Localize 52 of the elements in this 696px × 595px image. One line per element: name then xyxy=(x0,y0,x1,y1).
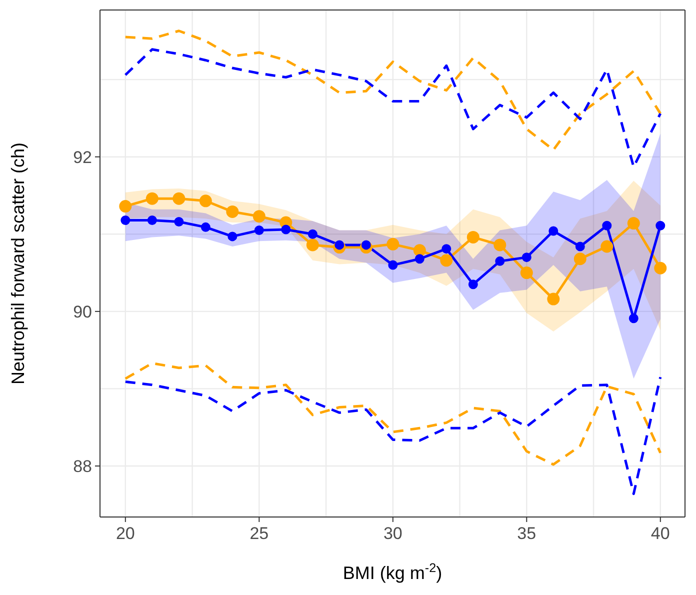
point xyxy=(388,260,398,270)
point xyxy=(306,238,319,252)
line-series xyxy=(124,362,662,466)
line-series xyxy=(124,30,662,152)
point xyxy=(281,224,291,234)
point xyxy=(413,244,426,257)
point xyxy=(547,292,560,306)
point xyxy=(228,232,238,242)
point xyxy=(656,220,666,230)
point xyxy=(468,280,478,290)
point xyxy=(120,215,130,225)
x-tick-label: 30 xyxy=(383,524,402,543)
point xyxy=(252,210,266,223)
point xyxy=(226,205,239,218)
line-series xyxy=(124,376,662,496)
y-tick-label: 90 xyxy=(73,302,92,322)
point xyxy=(575,242,585,252)
point xyxy=(199,194,212,208)
x-axis-title: BMI (kg m$^{-2}$) xyxy=(342,561,442,583)
x-tick-label: 20 xyxy=(116,524,135,543)
point xyxy=(654,262,667,274)
point xyxy=(495,256,505,266)
point xyxy=(440,254,453,267)
y-axis-title: Neutrophil forward scatter (ch) xyxy=(8,142,28,385)
point xyxy=(361,240,371,250)
point xyxy=(602,220,612,230)
point xyxy=(119,200,132,213)
y-tick-label: 88 xyxy=(73,456,92,476)
x-tick-label: 35 xyxy=(517,524,536,543)
point xyxy=(308,229,318,239)
point xyxy=(200,222,210,232)
point xyxy=(442,244,452,254)
point xyxy=(494,238,506,252)
x-tick-label: 40 xyxy=(650,524,670,543)
point xyxy=(174,217,184,227)
point xyxy=(386,238,400,250)
point xyxy=(522,252,532,262)
point xyxy=(548,226,558,236)
point xyxy=(466,230,480,244)
point xyxy=(574,252,586,266)
point xyxy=(520,266,533,280)
point xyxy=(334,240,344,250)
point xyxy=(146,192,158,205)
point xyxy=(254,226,264,236)
point xyxy=(628,314,638,324)
point xyxy=(600,240,614,253)
point xyxy=(414,254,424,264)
y-tick-label: 92 xyxy=(73,148,92,167)
point xyxy=(147,215,157,225)
point xyxy=(172,192,186,205)
point xyxy=(627,217,640,230)
x-tick-label: 25 xyxy=(250,524,269,543)
